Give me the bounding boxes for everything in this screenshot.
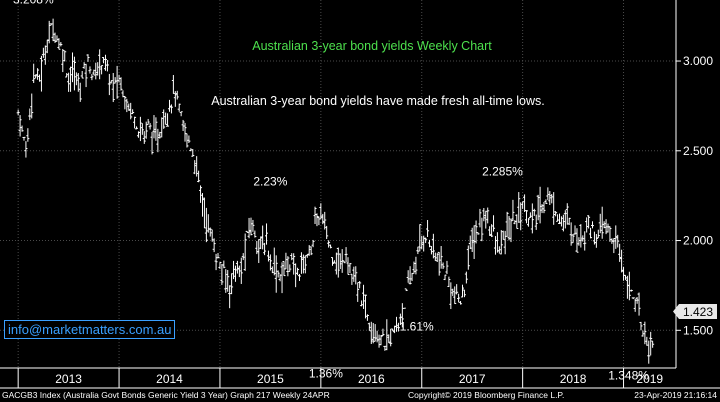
y-axis: 3.000 2.500 2.000 1.500: [675, 0, 713, 368]
chart-subtitle: Australian 3-year bond yields have made …: [211, 94, 545, 108]
y-tick-label: 2.500: [683, 144, 713, 158]
annotation-label: 1.36%: [309, 366, 343, 380]
chart-title: Australian 3-year bond yields Weekly Cha…: [252, 39, 492, 53]
x-tick-label: 2018: [560, 372, 587, 386]
x-axis: 2013 2014 2015 2016 2017 2018 2019: [0, 367, 720, 389]
annotation-label: 1.61%: [400, 320, 434, 334]
footer-index-text: GACGB3 Index (Australia Govt Bonds Gener…: [2, 390, 330, 400]
x-tick-label: 2019: [636, 372, 663, 386]
last-value-label: 1.423: [683, 305, 713, 319]
y-tick-label: 2.000: [683, 234, 713, 248]
y-tick-label: 1.500: [683, 323, 713, 337]
annotations: 3.208% 2.23% 1.36% 1.61% 2.285% 1.348%: [13, 0, 649, 383]
annotation-label: 3.208%: [13, 0, 54, 7]
last-value-pointer: [673, 304, 679, 319]
x-tick-label: 2017: [459, 372, 486, 386]
y-tick-label: 3.000: [683, 54, 713, 68]
last-value-box: [679, 304, 717, 319]
contact-email-text: info@marketmatters.com.au: [8, 322, 172, 337]
annotation-label: 2.23%: [253, 174, 287, 188]
annotation-label: 1.348%: [608, 369, 649, 383]
annotation-label: 2.285%: [482, 164, 523, 178]
x-tick-label: 2015: [257, 372, 284, 386]
x-tick-label: 2013: [55, 372, 82, 386]
contact-email-link[interactable]: info@marketmatters.com.au: [4, 320, 176, 339]
price-bars: [16, 18, 655, 364]
footer-copyright: Copyright© 2019 Bloomberg Finance L.P.: [408, 390, 564, 400]
x-tick-label: 2014: [156, 372, 183, 386]
footer-timestamp: 23-Apr-2019 21:16:14: [634, 390, 717, 400]
x-tick-label: 2016: [358, 372, 385, 386]
